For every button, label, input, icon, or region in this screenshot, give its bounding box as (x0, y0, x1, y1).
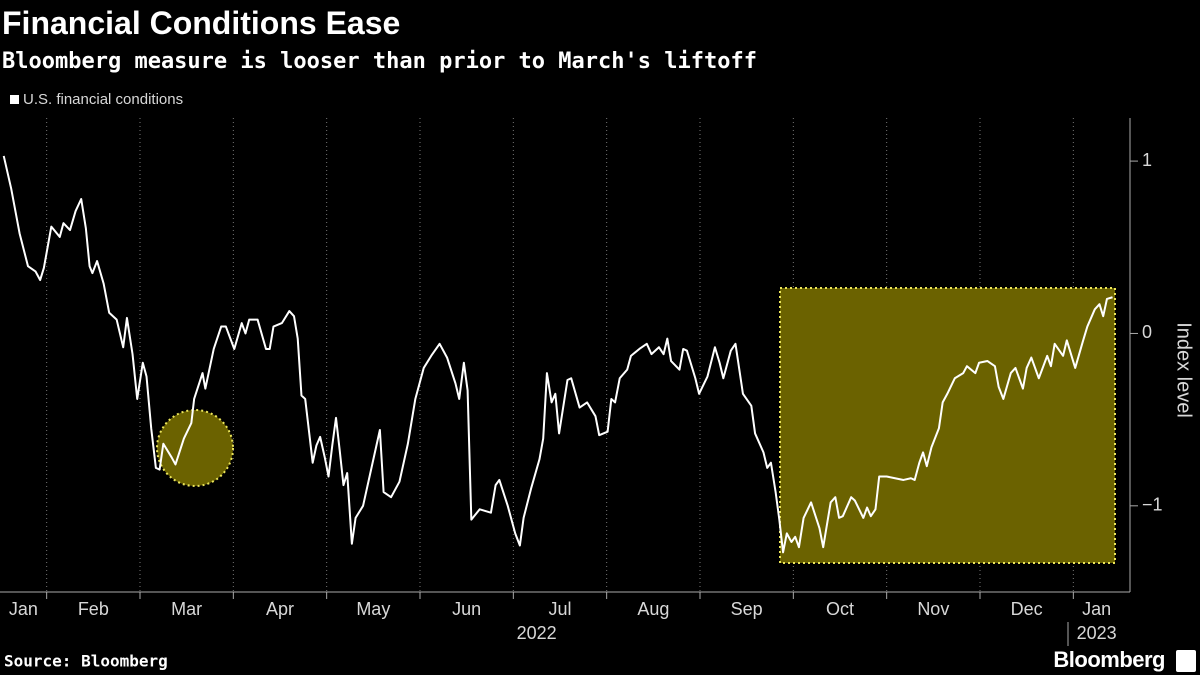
x-tick-label: Mar (171, 599, 202, 619)
x-tick-label: Nov (917, 599, 949, 619)
logo: Bloomberg (1053, 647, 1165, 672)
highlight-box (779, 287, 1116, 564)
x-tick-label: Feb (78, 599, 109, 619)
year-label: 2023 (1077, 623, 1117, 643)
y-tick-label: 0 (1142, 322, 1152, 342)
y-tick-label: −1 (1142, 495, 1163, 515)
y-tick-label: 1 (1142, 150, 1152, 170)
chart-title: Financial Conditions Ease (2, 5, 400, 41)
y-axis-label: Index level (1173, 322, 1195, 418)
x-tick-label: Dec (1011, 599, 1043, 619)
source: Source: Bloomberg (4, 652, 168, 671)
year-label: 2022 (517, 623, 557, 643)
x-tick-label: May (356, 599, 390, 619)
logo-icon (1176, 650, 1196, 672)
legend-swatch (10, 95, 19, 104)
x-tick-label: Jul (548, 599, 571, 619)
x-tick-label: Jan (9, 599, 38, 619)
x-tick-label: Jan (1082, 599, 1111, 619)
highlight-circle (156, 409, 234, 487)
x-tick-label: Oct (826, 599, 854, 619)
data-line (2, 155, 1113, 554)
x-tick-label: Apr (266, 599, 294, 619)
x-tick-label: Aug (637, 599, 669, 619)
x-tick-label: Jun (452, 599, 481, 619)
legend-label: U.S. financial conditions (23, 91, 183, 108)
chart-subtitle: Bloomberg measure is looser than prior t… (2, 49, 757, 74)
x-tick-label: Sep (731, 599, 763, 619)
